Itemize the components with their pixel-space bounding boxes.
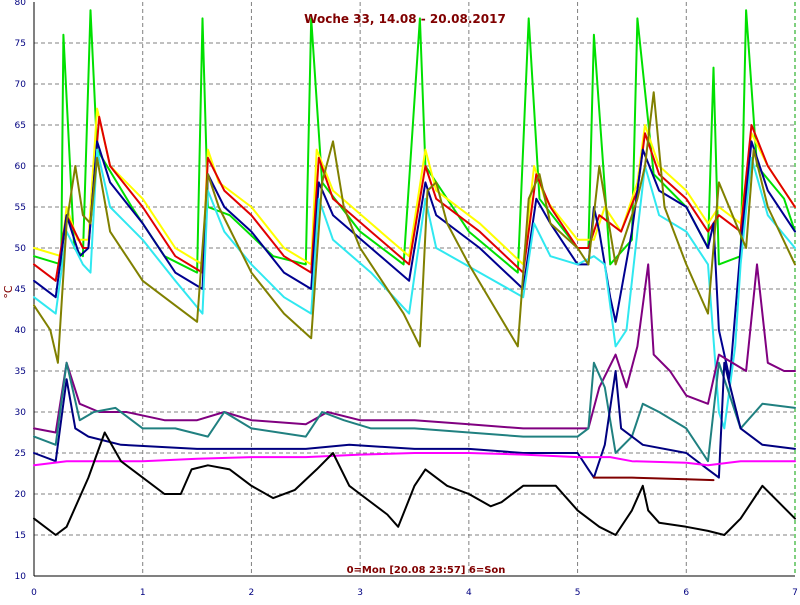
series-line (33, 107, 796, 266)
x-tick-label: 7 (792, 588, 798, 598)
grid-lines (34, 2, 795, 576)
series-line (33, 91, 796, 364)
y-tick-label: 25 (15, 449, 26, 459)
series-line (33, 361, 796, 479)
x-tick-label: 4 (466, 588, 472, 598)
y-tick-label: 70 (15, 80, 27, 90)
series-line (592, 476, 715, 482)
y-tick-label: 75 (15, 39, 26, 49)
y-tick-label: 30 (15, 408, 27, 418)
x-tick-label: 1 (140, 588, 146, 598)
y-tick-label: 50 (15, 244, 27, 254)
series-lines (33, 9, 796, 536)
x-tick-label: 2 (249, 588, 255, 598)
y-tick-label: 10 (15, 572, 27, 582)
x-axis-label: 0=Mon [20.08 23:57] 6=Son (347, 565, 506, 576)
series-line (33, 263, 796, 434)
series-line (33, 140, 796, 381)
y-tick-label: 80 (15, 0, 27, 8)
y-tick-label: 20 (15, 490, 27, 500)
series-line (33, 452, 796, 467)
series-line (33, 115, 796, 282)
chart-title: Woche 33, 14.08 - 20.08.2017 (304, 12, 506, 26)
x-tick-label: 6 (683, 588, 689, 598)
x-tick-label: 5 (575, 588, 581, 598)
y-tick-label: 45 (15, 285, 26, 295)
y-tick-label: 55 (15, 203, 26, 213)
y-tick-label: 65 (15, 121, 26, 131)
x-tick-label: 3 (357, 588, 363, 598)
series-line (33, 361, 796, 463)
y-tick-label: 35 (15, 367, 26, 377)
x-tick-label: 0 (31, 588, 37, 598)
y-tick-label: 15 (15, 531, 26, 541)
y-tick-label: 40 (15, 326, 27, 336)
series-line (33, 431, 796, 536)
axes (33, 2, 796, 577)
y-axis-label: °C (2, 285, 15, 299)
y-tick-label: 60 (15, 162, 27, 172)
